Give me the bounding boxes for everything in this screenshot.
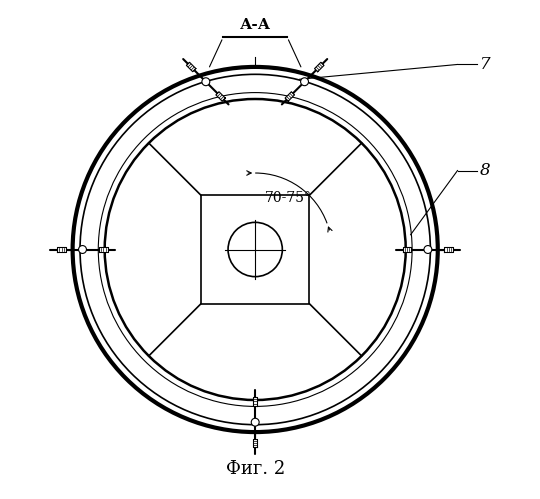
Text: 8: 8 (480, 162, 490, 179)
Circle shape (106, 100, 404, 399)
Text: 70-75°: 70-75° (265, 191, 312, 205)
Polygon shape (285, 92, 294, 101)
Circle shape (72, 67, 438, 432)
Polygon shape (57, 248, 66, 251)
Polygon shape (253, 439, 258, 448)
Polygon shape (99, 248, 108, 251)
Polygon shape (186, 62, 196, 72)
Polygon shape (403, 248, 411, 251)
Circle shape (78, 246, 86, 253)
Text: 7: 7 (480, 56, 490, 73)
Circle shape (202, 78, 210, 86)
Polygon shape (315, 62, 324, 72)
Bar (201, 195, 309, 304)
Polygon shape (253, 397, 258, 406)
Polygon shape (216, 92, 225, 101)
Circle shape (251, 418, 259, 426)
Circle shape (301, 78, 308, 86)
Circle shape (228, 223, 282, 276)
Text: Фиг. 2: Фиг. 2 (226, 460, 285, 478)
Text: А-А: А-А (240, 18, 271, 32)
Polygon shape (444, 248, 453, 251)
Circle shape (424, 246, 432, 253)
Circle shape (105, 99, 406, 400)
Circle shape (80, 74, 430, 425)
